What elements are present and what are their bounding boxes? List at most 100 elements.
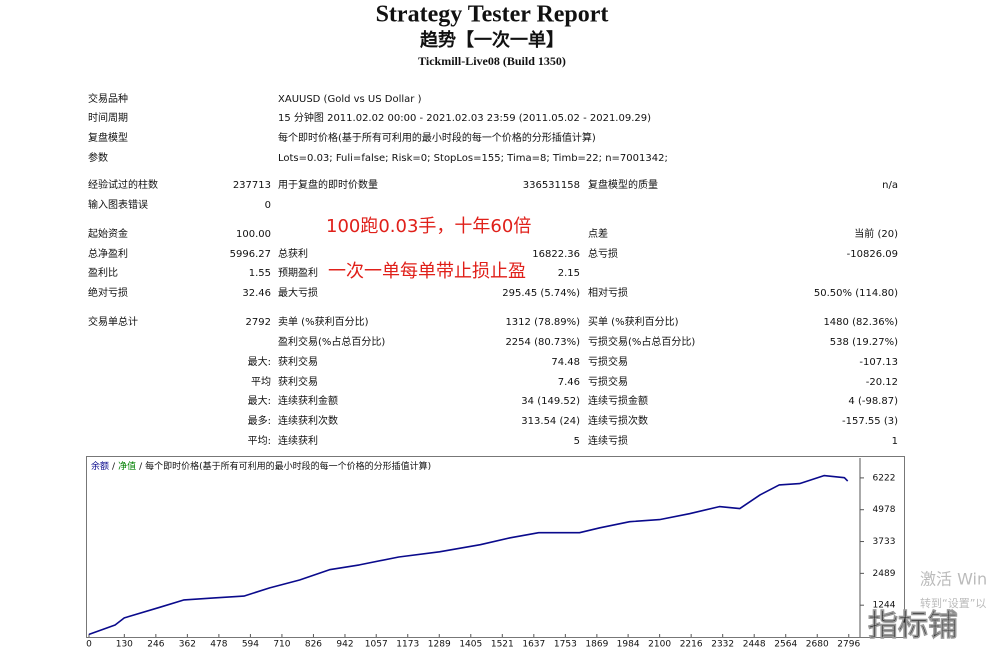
x-tick-label: 1057 <box>365 640 388 650</box>
stat-label: 经验试过的柱数 <box>88 178 158 191</box>
x-tick-label: 1405 <box>459 640 482 650</box>
legend-equity: 净值 <box>118 460 136 472</box>
stat-value: 最大: <box>248 355 271 368</box>
x-tick-label: 2796 <box>837 640 860 650</box>
stat-label: 连续亏损 <box>588 434 628 447</box>
x-tick-label: 2216 <box>680 640 703 650</box>
stat-label: 总获利 <box>278 247 308 260</box>
stat-label: 亏损交易 <box>588 355 628 368</box>
x-tick-label: 130 <box>116 640 133 650</box>
stat-label: 预期盈利 <box>278 267 318 279</box>
x-tick-label: 0 <box>86 640 92 650</box>
x-tick-label: 2100 <box>648 640 671 650</box>
info-label: 时间周期 <box>88 111 128 124</box>
stat-value: 34 (149.52) <box>521 396 580 407</box>
watermark-logo: 指标铺 <box>868 609 958 644</box>
y-tick-label: 1244 <box>873 601 896 611</box>
server: Tickmill-Live08 (Build 1350) <box>418 54 566 68</box>
stat-label: 交易单总计 <box>88 315 138 328</box>
x-tick-label: 1289 <box>428 640 451 650</box>
stat-label: 用于复盘的即时价数量 <box>278 178 378 191</box>
y-tick-label: 6222 <box>873 473 896 483</box>
info-value: 15 分钟图 2011.02.02 00:00 - 2021.02.03 23:… <box>278 111 651 124</box>
report-title: Strategy Tester Report <box>376 2 609 28</box>
chart-frame <box>86 456 905 638</box>
stat-value: 1.55 <box>249 268 271 279</box>
x-tick-label: 2680 <box>806 640 829 650</box>
x-tick-label: 1984 <box>617 640 640 650</box>
stat-value: 2.15 <box>558 268 580 279</box>
x-tick-label: 2564 <box>774 640 797 650</box>
stat-value: 32.46 <box>242 288 271 299</box>
stat-label: 相对亏损 <box>588 286 628 299</box>
watermark-hint: 转到“设置”以 <box>920 596 986 610</box>
stat-label: 买单 (%获利百分比) <box>588 316 679 328</box>
stat-value: 2254 (80.73%) <box>505 337 580 348</box>
x-tick-label: 1173 <box>396 640 419 650</box>
stat-label: 点差 <box>588 227 608 240</box>
annotation: 100跑0.03手，十年60倍 <box>326 216 531 237</box>
x-tick-label: 478 <box>210 640 227 650</box>
stat-value: 336531158 <box>523 180 580 191</box>
stat-label: 输入图表错误 <box>88 198 148 211</box>
stat-label: 卖单 (%获利百分比) <box>278 316 369 328</box>
stat-label: 盈利交易(%占总百分比) <box>278 335 385 348</box>
stat-label: 连续获利 <box>278 434 318 447</box>
info-label: 复盘模型 <box>88 131 128 144</box>
stat-value: 295.45 (5.74%) <box>502 288 580 299</box>
stat-label: 总净盈利 <box>88 247 128 260</box>
stat-label: 绝对亏损 <box>88 286 128 299</box>
y-tick-label: 4978 <box>873 505 896 515</box>
stat-value: -20.12 <box>866 377 898 388</box>
chart-legend: 余额 / 净值 / 每个即时价格(基于所有可利用的最小时段的每一个价格的分形插值计算) <box>91 460 431 472</box>
stat-value: 5 <box>574 436 580 447</box>
watermark-activate: 激活 Win <box>920 570 987 589</box>
stat-value: 5996.27 <box>230 249 271 260</box>
info-value: 每个即时价格(基于所有可利用的最小时段的每一个价格的分形插值计算) <box>278 131 596 144</box>
stat-value: 100.00 <box>236 229 271 240</box>
info-label: 参数 <box>88 151 108 164</box>
stat-label: 亏损交易 <box>588 375 628 388</box>
info-value: XAUUSD (Gold vs US Dollar ) <box>278 94 422 105</box>
stat-value: 当前 (20) <box>854 227 898 240</box>
y-tick-label: 3733 <box>873 537 896 547</box>
stat-value: 2792 <box>246 317 271 328</box>
stat-value: -157.55 (3) <box>842 416 898 427</box>
stat-value: 538 (19.27%) <box>830 337 898 348</box>
stat-value: 1312 (78.89%) <box>505 317 580 328</box>
stat-value: 最多: <box>248 414 271 427</box>
x-tick-label: 2448 <box>743 640 766 650</box>
annotation: 一次一单每单带止损止盈 <box>328 261 526 282</box>
x-tick-label: 594 <box>242 640 259 650</box>
stat-label: 连续亏损次数 <box>588 414 648 427</box>
stat-label: 总亏损 <box>588 247 618 260</box>
stat-value: 平均: <box>248 435 271 447</box>
stat-value: -107.13 <box>859 357 898 368</box>
legend-separator: / <box>139 462 143 472</box>
stat-label: 连续获利金额 <box>278 394 338 407</box>
stat-label: 获利交易 <box>278 375 318 388</box>
stat-label: 盈利比 <box>88 267 118 279</box>
legend-model: 每个即时价格(基于所有可利用的最小时段的每一个价格的分形插值计算) <box>145 460 431 472</box>
stat-value: 237713 <box>233 180 271 191</box>
stat-value: 16822.36 <box>532 249 580 260</box>
stat-value: n/a <box>882 180 898 191</box>
stat-label: 连续获利次数 <box>278 414 338 427</box>
x-tick-label: 826 <box>305 640 322 650</box>
stat-value: 74.48 <box>551 357 580 368</box>
y-tick-label: 2489 <box>873 569 896 579</box>
x-tick-label: 2332 <box>711 640 734 650</box>
stat-label: 复盘模型的质量 <box>588 178 658 191</box>
stat-value: 0 <box>265 200 271 211</box>
legend-balance: 余额 <box>91 460 109 472</box>
stat-value: 4 (-98.87) <box>848 396 898 407</box>
stat-label: 起始资金 <box>88 227 128 240</box>
info-label: 交易品种 <box>88 92 128 105</box>
stat-label: 获利交易 <box>278 355 318 368</box>
x-tick-label: 942 <box>336 640 353 650</box>
stat-value: 1 <box>892 436 898 447</box>
stat-value: 313.54 (24) <box>521 416 580 427</box>
stat-value: 平均 <box>251 376 271 388</box>
info-value: Lots=0.03; Fuli=false; Risk=0; StopLos=1… <box>278 153 668 164</box>
stat-value: 最大: <box>248 394 271 407</box>
